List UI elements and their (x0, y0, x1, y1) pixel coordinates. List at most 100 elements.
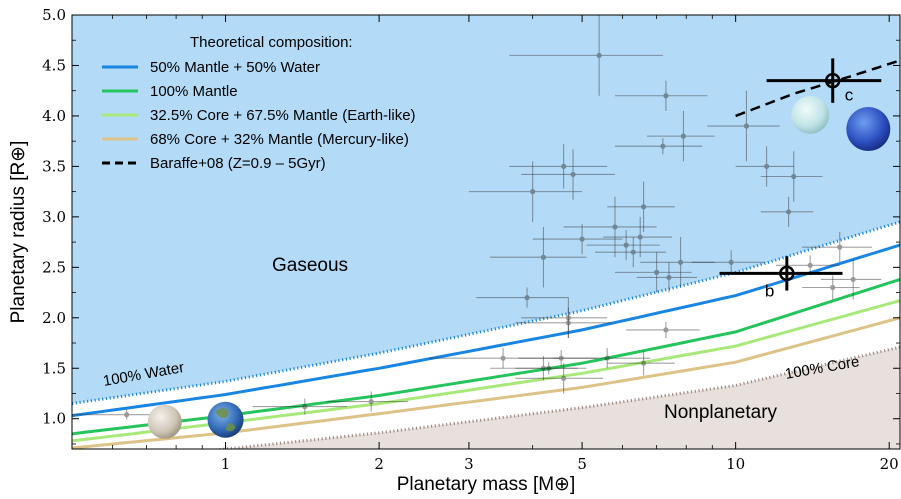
data-point (820, 259, 882, 300)
data-point (515, 362, 578, 375)
data-point (563, 196, 657, 258)
data-point (691, 250, 765, 275)
data-point (428, 348, 559, 369)
legend-entry-3: 32.5% Core + 67.5% Mantle (Earth-like) (102, 107, 416, 124)
data-point-marker (565, 320, 571, 326)
water-boundary-line (72, 220, 900, 406)
data-point (614, 80, 708, 111)
x-tick-label: 2 (374, 455, 384, 473)
data-point-marker (302, 404, 308, 410)
neptune-icon (846, 107, 891, 152)
data-point (521, 149, 615, 200)
legend-label: Baraffe+08 (Z=0.9 – 5Gyr) (150, 155, 326, 172)
data-point-marker (500, 355, 506, 361)
data-point (476, 287, 569, 308)
data-point-marker (558, 355, 564, 361)
data-point (802, 275, 860, 300)
data-point-marker (663, 93, 669, 99)
data-point (646, 110, 715, 162)
data-point (594, 237, 666, 268)
data-point-marker (524, 295, 530, 301)
data-point (509, 144, 608, 189)
data-point (614, 138, 703, 155)
data-point (626, 321, 700, 338)
legend-label: 68% Core + 32% Mantle (Mercury-like) (150, 131, 409, 148)
gaseous-label: Gaseous (272, 255, 348, 276)
uranus-icon (791, 95, 830, 134)
curve-2 (72, 277, 900, 436)
data-point-marker (604, 355, 610, 361)
data-point-marker (764, 163, 770, 169)
data-point-marker (807, 262, 813, 268)
data-point-marker (623, 242, 629, 248)
data-point-marker (666, 274, 672, 281)
data-point (490, 226, 587, 288)
nonplanetary-region (72, 347, 900, 449)
nonplanetary-label: Nonplanetary (664, 402, 778, 423)
x-tick-label: 20 (880, 455, 899, 473)
data-point-marker (640, 360, 647, 366)
data-point (760, 196, 814, 227)
mercury-icon (147, 404, 182, 439)
data-point (553, 348, 651, 369)
data-point-marker (837, 244, 843, 250)
data-point-marker (640, 204, 647, 210)
data-point (760, 151, 823, 202)
y-tick-label: 2.0 (42, 309, 66, 327)
data-point (735, 146, 794, 187)
data-point-marker (791, 173, 797, 180)
data-point (326, 391, 409, 412)
data-point (252, 398, 347, 415)
curve-4 (72, 316, 900, 449)
planet-c-label: c (845, 86, 854, 105)
y-tick-label: 3.5 (42, 157, 66, 175)
legend-label: 50% Mantle + 50% Water (150, 59, 320, 76)
data-point-marker (124, 412, 130, 418)
data-point-marker (677, 259, 684, 265)
gaseous-region (72, 15, 900, 404)
planet-b-ring (779, 265, 795, 282)
data-point-marker (830, 284, 836, 291)
data-point-marker (637, 234, 643, 240)
data-point (640, 237, 715, 288)
data-point-marker (561, 163, 567, 169)
data-point-marker (663, 327, 669, 333)
data-point (468, 161, 583, 222)
y-tick-label: 4.5 (42, 56, 66, 74)
data-point-marker (530, 189, 536, 195)
data-point-marker (596, 52, 602, 58)
data-point (636, 262, 698, 293)
data-point-marker (561, 375, 567, 381)
curve-1 (72, 243, 900, 418)
data-point (509, 15, 663, 96)
y-axis-title: Planetary radius [R⊕] (8, 141, 29, 324)
data-point (521, 297, 608, 338)
data-point-marker (540, 254, 547, 260)
legend-title: Theoretical composition: (190, 34, 353, 51)
data-point-marker (579, 236, 585, 242)
data-point (586, 229, 660, 261)
y-tick-label: 2.5 (42, 258, 66, 276)
x-axis-title: Planetary mass [M⊕] (397, 474, 576, 495)
curve-5 (735, 59, 900, 118)
data-point-marker (660, 143, 666, 149)
data-point (802, 232, 872, 263)
legend-entry-5: Baraffe+08 (Z=0.9 – 5Gyr) (102, 155, 326, 172)
data-point-marker (680, 133, 687, 139)
legend: Theoretical composition: 50% Mantle + 50… (102, 34, 416, 172)
data-point-marker (785, 209, 792, 215)
data-point (614, 252, 692, 293)
legend-label: 32.5% Core + 67.5% Mantle (Earth-like) (150, 107, 416, 124)
planet-b-marker: b (719, 256, 843, 300)
data-point-marker (546, 365, 552, 371)
plot-frame (71, 14, 901, 450)
x-tick-label: 5 (577, 455, 587, 473)
data-point-marker (570, 171, 576, 178)
data-point (607, 351, 675, 376)
data-point (532, 223, 623, 255)
legend-entry-2: 100% Mantle (102, 83, 238, 100)
x-tick-label: 10 (726, 455, 745, 473)
data-point-marker (540, 365, 547, 371)
legend-entry-1: 50% Mantle + 50% Water (102, 59, 320, 76)
